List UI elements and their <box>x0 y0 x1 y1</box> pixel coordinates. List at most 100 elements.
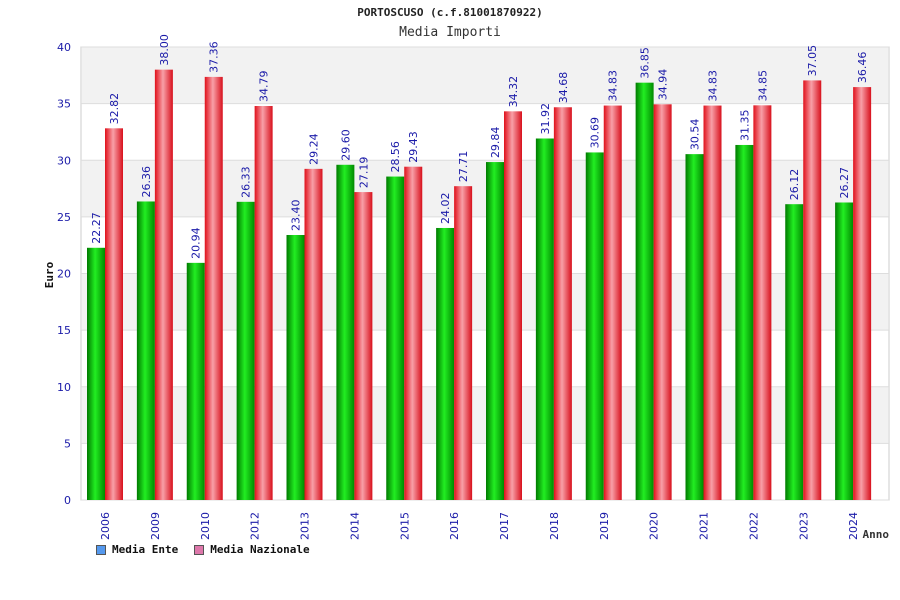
bar-media-nazionale <box>504 111 522 501</box>
data-label: 34.94 <box>657 69 670 101</box>
data-label: 22.27 <box>90 212 103 244</box>
x-tick-label: 2023 <box>797 512 810 540</box>
bar-media-nazionale <box>204 76 223 500</box>
data-label: 31.92 <box>539 103 552 135</box>
y-tick-label: 5 <box>64 437 71 450</box>
bar-media-ente <box>785 204 804 501</box>
x-tick-label: 2014 <box>348 512 361 540</box>
chart-subtitle: Media Importi <box>399 25 501 40</box>
y-tick-label: 40 <box>57 41 71 54</box>
x-tick-label: 2020 <box>648 512 661 540</box>
y-tick-label: 30 <box>57 154 71 167</box>
data-label: 31.35 <box>738 109 751 141</box>
bar-media-ente <box>835 202 854 500</box>
bar-media-nazionale <box>154 69 173 501</box>
bar-media-nazionale <box>603 105 622 501</box>
data-label: 26.12 <box>788 169 801 201</box>
x-tick-label: 2016 <box>448 512 461 540</box>
chart-title: PORTOSCUSO (c.f.81001870922) <box>357 6 543 19</box>
bar-media-ente <box>585 152 604 501</box>
bar-media-nazionale <box>304 168 323 500</box>
legend-label-media-nazionale: Media Nazionale <box>210 543 310 556</box>
x-tick-label: 2019 <box>598 512 611 540</box>
bar-media-nazionale <box>105 128 123 500</box>
x-tick-label: 2010 <box>199 512 212 540</box>
y-tick-label: 10 <box>57 381 71 394</box>
data-label: 37.36 <box>208 41 221 73</box>
legend-item-media-ente: Media Ente <box>96 543 178 556</box>
bar-media-nazionale <box>803 80 822 500</box>
x-tick-label: 2018 <box>548 512 561 540</box>
x-tick-label: 2009 <box>149 512 162 540</box>
y-tick-label: 15 <box>57 324 71 337</box>
bar-media-ente <box>735 144 754 500</box>
bar-media-ente <box>236 201 255 500</box>
bar-media-nazionale <box>703 105 722 501</box>
legend-item-media-nazionale: Media Nazionale <box>194 543 310 556</box>
data-label: 30.54 <box>689 119 702 151</box>
bar-media-ente <box>186 262 205 500</box>
bar-media-ente <box>486 162 504 500</box>
bar-media-ente <box>535 138 554 501</box>
data-label: 36.85 <box>639 47 652 79</box>
bar-media-ente <box>87 247 105 500</box>
legend-label-media-ente: Media Ente <box>112 543 179 556</box>
data-label: 34.85 <box>756 70 769 102</box>
data-label: 29.24 <box>308 133 321 165</box>
data-label: 34.32 <box>507 76 520 108</box>
bar-media-nazionale <box>254 106 273 501</box>
y-axis-label: Euro <box>43 261 56 288</box>
bar-media-ente <box>336 164 355 500</box>
bar-media-nazionale <box>553 107 572 501</box>
bar-media-nazionale <box>454 186 473 500</box>
data-label: 24.02 <box>439 192 452 224</box>
data-label: 23.40 <box>290 199 303 231</box>
data-label: 20.94 <box>190 227 203 259</box>
x-tick-label: 2017 <box>498 512 511 540</box>
x-tick-label: 2024 <box>847 512 860 540</box>
data-label: 27.19 <box>357 157 370 189</box>
data-label: 32.82 <box>108 93 121 125</box>
data-label: 29.84 <box>489 127 502 159</box>
data-label: 26.36 <box>140 166 153 198</box>
x-tick-label: 2021 <box>698 512 711 540</box>
data-label: 28.56 <box>389 141 402 173</box>
data-label: 34.83 <box>707 70 720 102</box>
data-label: 36.46 <box>856 52 869 84</box>
data-label: 26.27 <box>838 167 851 199</box>
y-tick-label: 0 <box>64 494 71 507</box>
data-label: 26.33 <box>240 166 253 198</box>
bar-media-nazionale <box>653 104 672 500</box>
bar-media-ente <box>685 154 704 500</box>
x-tick-label: 2006 <box>99 512 112 540</box>
data-label: 38.00 <box>158 34 171 66</box>
y-tick-label: 20 <box>57 268 71 281</box>
x-tick-label: 2013 <box>299 512 312 540</box>
bar-media-ente <box>635 82 654 500</box>
data-label: 34.83 <box>607 70 620 102</box>
data-label: 29.43 <box>407 131 420 163</box>
bar-media-ente <box>436 227 455 500</box>
data-label: 29.60 <box>339 129 352 161</box>
bar-media-ente <box>136 201 155 500</box>
bar-media-nazionale <box>354 192 373 501</box>
legend-swatch-media-nazionale <box>194 544 205 555</box>
x-tick-label: 2022 <box>747 512 760 540</box>
data-label: 37.05 <box>806 45 819 77</box>
bar-media-ente <box>286 234 305 500</box>
bar-media-nazionale <box>853 87 872 500</box>
data-label: 34.79 <box>258 71 271 103</box>
data-label: 34.68 <box>557 72 570 104</box>
x-tick-label: 2015 <box>398 512 411 540</box>
data-label: 27.71 <box>457 151 470 183</box>
y-tick-label: 35 <box>57 98 71 111</box>
legend-swatch-media-ente <box>96 544 106 555</box>
bar-media-ente <box>386 176 405 501</box>
bar-media-nazionale <box>753 105 772 500</box>
x-axis-label: Anno <box>863 528 890 541</box>
data-label: 30.69 <box>589 117 602 149</box>
x-tick-label: 2012 <box>249 512 262 540</box>
y-tick-label: 25 <box>57 211 71 224</box>
chart-legend: Media Ente Media Nazionale <box>96 543 310 556</box>
